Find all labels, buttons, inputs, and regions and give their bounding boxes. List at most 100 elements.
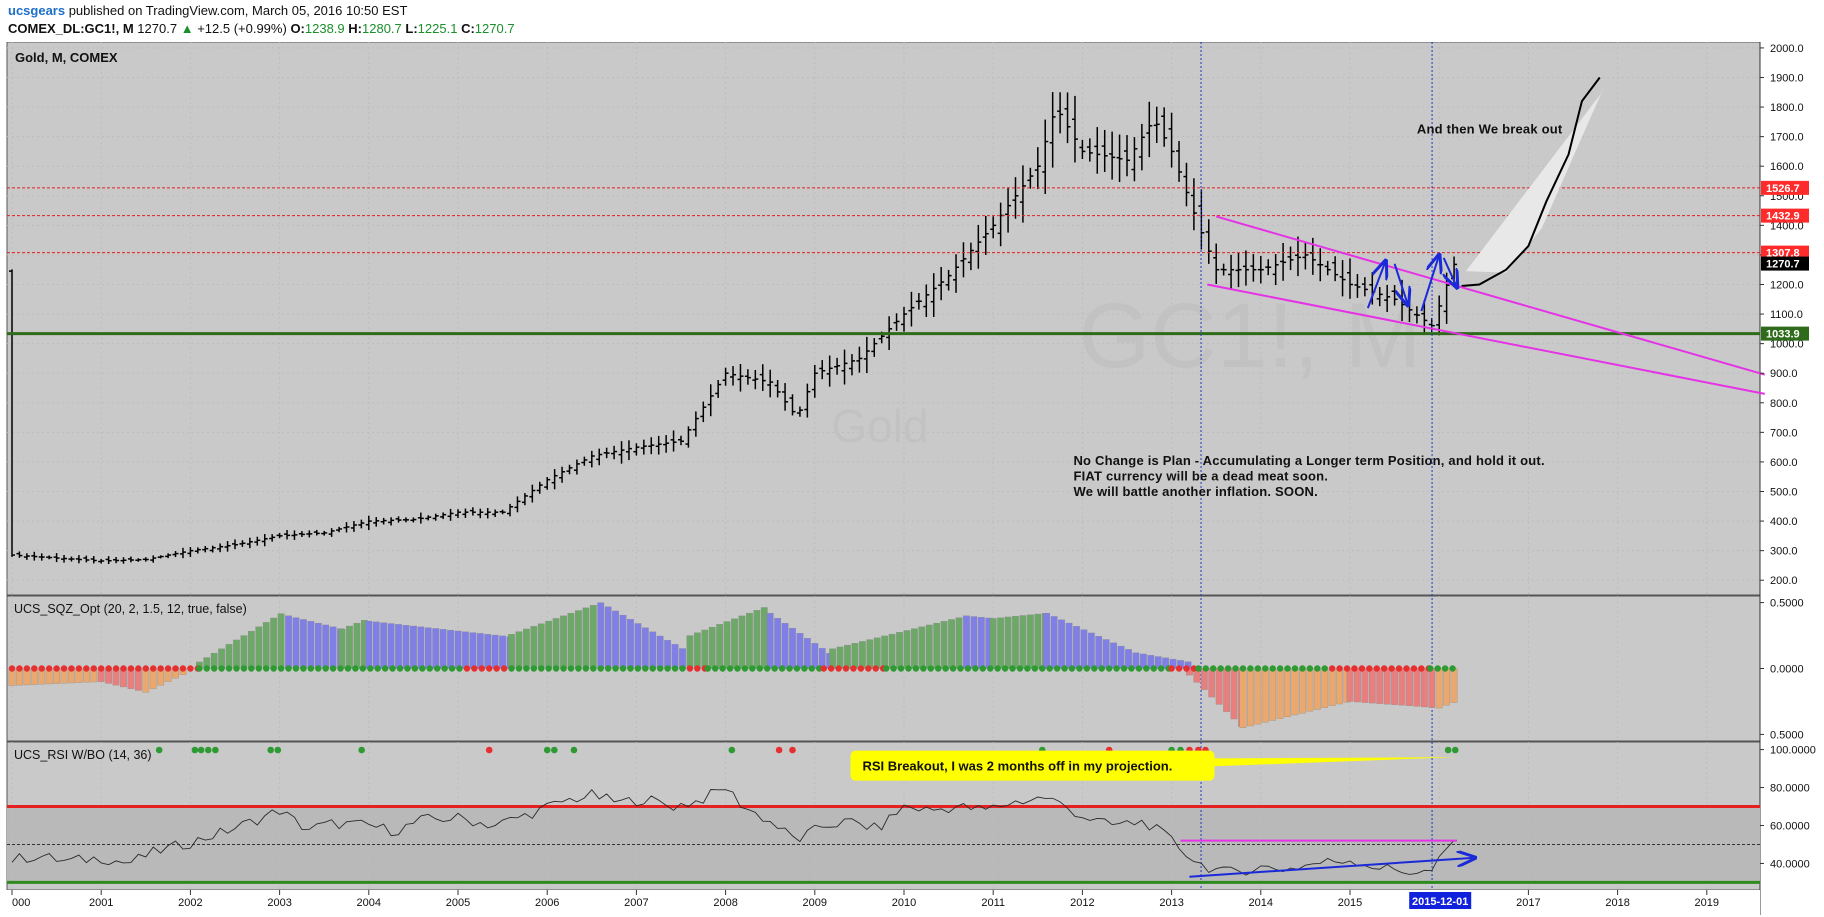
squeeze-dot — [634, 665, 642, 672]
squeeze-bar — [881, 635, 889, 669]
squeeze-dot — [850, 665, 857, 672]
squeeze-dot — [90, 665, 97, 672]
squeeze-bar — [1110, 642, 1117, 669]
squeeze-dot — [441, 665, 448, 672]
squeeze-dot — [764, 665, 771, 672]
time-axis-label: 2014 — [1249, 897, 1273, 909]
squeeze-bar — [1420, 668, 1428, 708]
rsi-signal-dot — [1451, 746, 1459, 754]
open-label: O: — [290, 21, 305, 36]
squeeze-bar — [997, 617, 1005, 669]
squeeze-bar — [567, 612, 575, 669]
squeeze-bar — [686, 635, 694, 669]
squeeze-bar — [940, 621, 948, 669]
squeeze-dot — [686, 665, 694, 672]
squeeze-bar — [387, 623, 395, 669]
chart-area[interactable]: GC1!, M Gold And then We break out No Chang… — [0, 42, 1824, 917]
squeeze-bar — [432, 628, 440, 669]
callout-box — [850, 750, 1215, 781]
projection-arrow — [1393, 263, 1408, 305]
squeeze-dot — [835, 665, 842, 672]
squeeze-bar — [649, 631, 657, 669]
squeeze-dot — [905, 665, 912, 672]
callout-text: RSI Breakout, I was 2 months off in my p… — [862, 759, 1172, 774]
squeeze-bar — [1284, 668, 1291, 717]
squeeze-bar — [1276, 668, 1284, 719]
squeeze-bar — [948, 619, 955, 669]
time-axis-label: 2009 — [803, 897, 827, 909]
squeeze-bar — [1073, 626, 1080, 669]
squeeze-bar — [1368, 668, 1376, 704]
price-level-label: 1526.7 — [1766, 183, 1800, 195]
squeeze-bar — [612, 610, 619, 669]
squeeze-bar — [1336, 668, 1343, 705]
squeeze-bar — [255, 626, 263, 669]
squeeze-bar — [424, 627, 432, 669]
squeeze-bar — [545, 620, 553, 669]
squeeze-bar — [1313, 668, 1321, 710]
squeeze-bar — [627, 619, 634, 669]
squeeze-dot — [315, 665, 322, 672]
squeeze-dot — [127, 665, 135, 672]
time-axis-label: 2010 — [892, 897, 916, 909]
squeeze-dot — [263, 665, 270, 672]
squeeze-dot — [1418, 665, 1425, 672]
squeeze-bar — [933, 622, 941, 669]
squeeze-dot — [135, 665, 142, 672]
ohlc-line: COMEX_DL:GC1!, M 1270.7 ▲ +12.5 (+0.99%)… — [8, 21, 515, 36]
squeeze-dot — [1403, 665, 1410, 672]
price-axis-label: 300.0 — [1770, 546, 1798, 558]
squeeze-bar — [1376, 668, 1384, 704]
squeeze-bar — [796, 633, 804, 669]
squeeze-bar — [233, 639, 240, 669]
time-axis-label: 2008 — [713, 897, 737, 909]
squeeze-dot — [120, 665, 127, 672]
squeeze-dot — [1053, 665, 1061, 672]
squeeze-bar — [1413, 668, 1421, 707]
squeeze-dot — [1031, 665, 1039, 672]
squeeze-bar — [537, 623, 545, 669]
rsi-signal-dot — [485, 746, 493, 754]
squeeze-bar — [844, 644, 851, 669]
published-text: published on TradingView.com, March 05, … — [65, 3, 408, 18]
squeeze-dot — [157, 665, 164, 672]
time-axis-label: 2006 — [535, 897, 559, 909]
squeeze-dot — [726, 665, 734, 672]
price-level-badge — [1761, 208, 1809, 223]
chart-annotation: FIAT currency will be a dead meat soon. — [1073, 469, 1328, 484]
price-axis-label: 500.0 — [1770, 486, 1798, 498]
callout-pointer — [1150, 757, 1458, 769]
squeeze-bar — [723, 621, 731, 669]
squeeze-dot — [1105, 665, 1113, 672]
squeeze-dot — [233, 665, 240, 672]
squeeze-dot — [612, 665, 619, 672]
squeeze-dot — [1441, 665, 1449, 672]
squeeze-dot — [949, 665, 957, 672]
squeeze-bar — [462, 631, 469, 669]
squeeze-bar — [560, 615, 567, 669]
squeeze-bar — [1095, 636, 1103, 669]
time-axis-label: 2013 — [1159, 897, 1183, 909]
squeeze-bar — [604, 606, 612, 669]
squeeze-dot — [203, 665, 210, 672]
squeeze-dot — [292, 665, 300, 672]
squeeze-dot — [808, 665, 816, 672]
squeeze-dot — [820, 665, 827, 672]
time-axis-label: 2011 — [981, 897, 1005, 909]
squeeze-bar — [671, 644, 679, 669]
squeeze-bar — [1261, 668, 1269, 723]
squeeze-dot — [1395, 665, 1403, 672]
squeeze-bar — [1102, 639, 1110, 669]
squeeze-dot — [463, 665, 471, 672]
squeeze-dot — [105, 665, 112, 672]
author-link[interactable]: ucsgears — [8, 3, 66, 18]
squeeze-bar — [1117, 645, 1125, 669]
rsi-signal-dot — [191, 746, 199, 754]
squeeze-dot — [329, 665, 337, 672]
squeeze-dot — [98, 665, 105, 672]
squeeze-dot — [164, 665, 172, 672]
squeeze-dot — [619, 665, 627, 672]
squeeze-dot — [590, 665, 597, 672]
squeeze-dot — [1009, 665, 1016, 672]
squeeze-bar — [781, 623, 789, 669]
